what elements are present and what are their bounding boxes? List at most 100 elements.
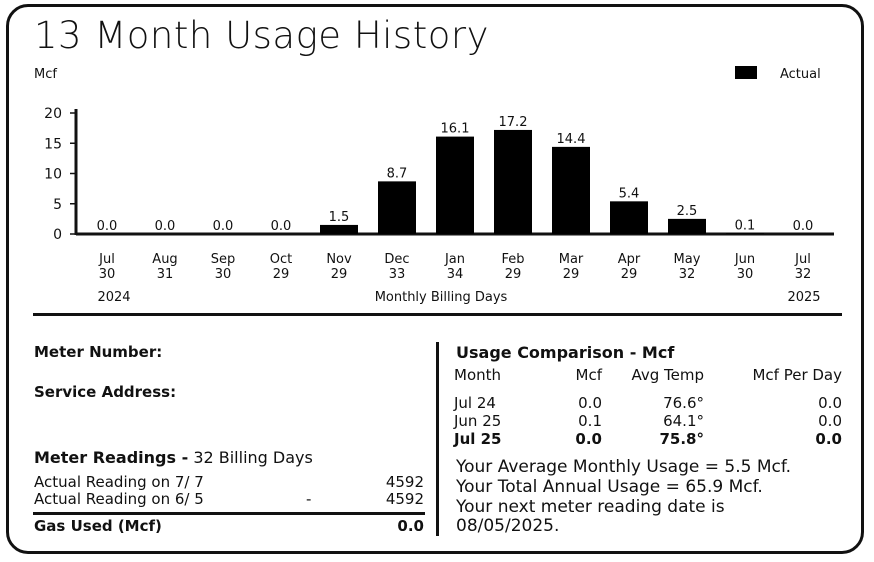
- x-tick-label: Mar: [559, 252, 584, 267]
- table-row: Jun 25 0.1 64.1° 0.0: [454, 412, 842, 430]
- bar: [494, 129, 532, 234]
- table-header-row: Month Mcf Avg Temp Mcf Per Day: [454, 366, 842, 394]
- billing-days-label: 29: [273, 267, 290, 282]
- reading-1-label: Actual Reading on 7/ 7: [34, 473, 204, 491]
- header-avg-temp: Avg Temp: [631, 366, 704, 384]
- header-mcf: Mcf: [575, 366, 602, 384]
- meter-readings-days: 32 Billing Days: [193, 448, 313, 467]
- vertical-divider: [436, 342, 439, 536]
- usage-comparison-table: Month Mcf Avg Temp Mcf Per Day Jul 24 0.…: [454, 366, 842, 448]
- x-tick-label: Jan: [444, 252, 465, 267]
- cell-mcf-per-day: 0.0: [818, 394, 842, 412]
- bar-value-label: 16.1: [441, 122, 470, 137]
- reading-row-1: Actual Reading on 7/ 7 4592: [34, 473, 424, 491]
- legend-swatch: [735, 66, 757, 79]
- cell-month: Jun 25: [454, 412, 502, 430]
- x-tick-label: Sep: [211, 252, 236, 267]
- bar: [378, 181, 416, 234]
- bar-value-label: 0.1: [735, 218, 756, 233]
- bar-value-label: 0.0: [271, 219, 292, 234]
- x-tick-label: Apr: [618, 252, 641, 267]
- cell-month: Jul 24: [454, 394, 496, 412]
- bar: [552, 146, 590, 234]
- billing-days-label: 32: [795, 267, 812, 282]
- cell-avg-temp: 64.1°: [663, 412, 704, 430]
- billing-days-label: 33: [389, 267, 406, 282]
- reading-1-value: 4592: [385, 473, 424, 491]
- gas-used-row: Gas Used (Mcf) 0.0: [34, 517, 424, 535]
- summary-next-reading-date: 08/05/2025.: [456, 516, 560, 536]
- meter-readings-heading: Meter Readings - 32 Billing Days: [34, 448, 313, 467]
- section-divider: [33, 313, 842, 316]
- bar-value-label: 0.0: [97, 219, 118, 234]
- cell-mcf: 0.1: [578, 412, 602, 430]
- gas-divider: [33, 512, 425, 515]
- y-tick-label: 10: [44, 167, 62, 183]
- bar: [726, 233, 764, 234]
- x-tick-label: Aug: [152, 252, 177, 267]
- cell-mcf: 0.0: [578, 394, 602, 412]
- bar: [610, 201, 648, 234]
- reading-2-dash: -: [306, 490, 312, 508]
- reading-2-label: Actual Reading on 6/ 5: [34, 490, 204, 508]
- x-tick-label: Oct: [270, 252, 292, 267]
- x-tick-label: Feb: [501, 252, 524, 267]
- billing-days-label: 34: [447, 267, 464, 282]
- year-start-label: 2024: [97, 290, 130, 305]
- x-tick-label: Jul: [98, 252, 115, 267]
- service-address-label: Service Address:: [34, 383, 177, 401]
- page-title: 13 Month Usage History: [34, 14, 489, 57]
- y-tick-label: 0: [53, 227, 62, 243]
- usage-comparison-title: Usage Comparison - Mcf: [456, 343, 675, 362]
- bar-value-label: 0.0: [155, 219, 176, 234]
- year-end-label: 2025: [787, 290, 820, 305]
- cell-mcf: 0.0: [575, 430, 602, 448]
- billing-days-label: 29: [331, 267, 348, 282]
- bar: [436, 136, 474, 234]
- meter-readings-label: Meter Readings -: [34, 448, 189, 467]
- billing-days-label: 30: [99, 267, 116, 282]
- bar: [668, 218, 706, 234]
- summary-total: Your Total Annual Usage = 65.9 Mcf.: [456, 477, 763, 497]
- bar-value-label: 2.5: [677, 204, 698, 219]
- gas-used-label: Gas Used (Mcf): [34, 517, 162, 535]
- cell-avg-temp: 76.6°: [663, 394, 704, 412]
- cell-month: Jul 25: [454, 430, 502, 448]
- x-tick-label: Jun: [734, 252, 755, 267]
- gas-used-value: 0.0: [397, 517, 424, 535]
- x-tick-label: Nov: [326, 252, 352, 267]
- y-tick-label: 5: [53, 197, 62, 213]
- y-unit-label: Mcf: [34, 67, 57, 82]
- reading-2-value: 4592: [385, 490, 424, 508]
- x-tick-label: Dec: [384, 252, 409, 267]
- bar-value-label: 8.7: [387, 166, 408, 181]
- bar-value-label: 0.0: [213, 219, 234, 234]
- bar-value-label: 5.4: [619, 186, 640, 201]
- billing-days-label: 30: [737, 267, 754, 282]
- x-axis-label: Monthly Billing Days: [375, 290, 508, 305]
- summary-next-reading: Your next meter reading date is: [456, 497, 725, 517]
- bar-value-label: 0.0: [793, 219, 814, 234]
- reading-row-2: Actual Reading on 6/ 5 - 4592: [34, 490, 424, 508]
- y-tick-label: 15: [44, 136, 62, 152]
- header-mcf-per-day: Mcf Per Day: [752, 366, 842, 384]
- cell-avg-temp: 75.8°: [659, 430, 704, 448]
- legend-label: Actual: [780, 67, 821, 82]
- cell-mcf-per-day: 0.0: [815, 430, 842, 448]
- bar-value-label: 17.2: [499, 115, 528, 130]
- bar: [320, 224, 358, 234]
- bar-value-label: 1.5: [329, 210, 350, 225]
- x-tick-label: May: [674, 252, 701, 267]
- usage-bar-chart: Mcf Actual051015200.0Jul300.0Aug310.0Sep3…: [34, 66, 834, 305]
- billing-days-label: 29: [621, 267, 638, 282]
- table-row: Jul 25 0.0 75.8° 0.0: [454, 430, 842, 448]
- billing-days-label: 32: [679, 267, 696, 282]
- billing-days-label: 31: [157, 267, 174, 282]
- y-tick-label: 20: [44, 106, 62, 122]
- cell-mcf-per-day: 0.0: [818, 412, 842, 430]
- billing-days-label: 29: [563, 267, 580, 282]
- x-tick-label: Jul: [794, 252, 811, 267]
- summary-average: Your Average Monthly Usage = 5.5 Mcf.: [456, 457, 792, 477]
- billing-days-label: 29: [505, 267, 522, 282]
- table-row: Jul 24 0.0 76.6° 0.0: [454, 394, 842, 412]
